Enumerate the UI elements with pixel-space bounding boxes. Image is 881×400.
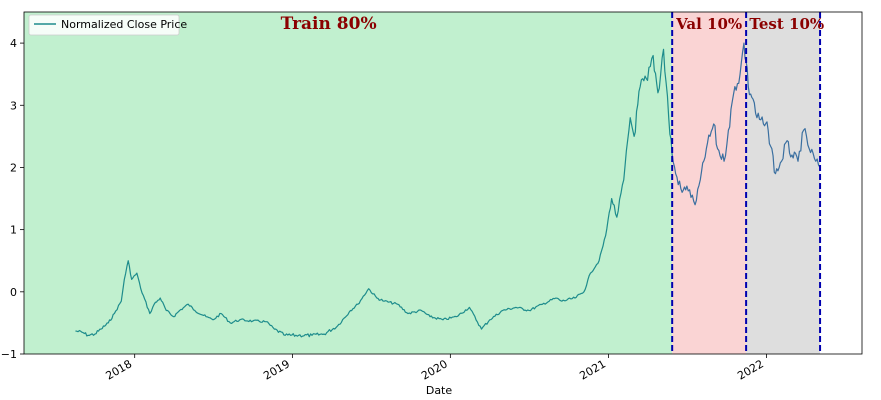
legend-box (28, 14, 180, 36)
x-tick-label: 2021 (577, 357, 608, 382)
legend-entry-label: Normalized Close Price (61, 18, 187, 31)
split-regions (24, 12, 821, 354)
region-label-2: Val 10% (675, 15, 742, 33)
y-tick-label: −1 (1, 348, 17, 361)
y-tick-label: 1 (10, 224, 17, 237)
region-label-1: Train 80% (281, 14, 377, 34)
x-axis-label: Date (426, 384, 453, 397)
legend: Normalized Close Price (28, 14, 187, 36)
y-tick-label: 3 (10, 99, 17, 112)
x-axis-ticks: 2018 2019 2020 2021 2022 (103, 354, 767, 383)
x-tick-label: 2018 (103, 357, 134, 382)
region-2 (672, 12, 747, 354)
x-tick-label: 2022 (735, 357, 766, 382)
y-tick-label: 4 (10, 37, 17, 50)
x-tick-label: 2019 (261, 357, 292, 382)
y-tick-label: 0 (10, 286, 17, 299)
plot-frame (23, 11, 863, 355)
y-tick-label: 2 (10, 161, 17, 174)
series-line-segment-1 (75, 48, 673, 338)
region-1 (24, 12, 673, 354)
split-lines (671, 12, 822, 354)
y-axis-ticks: −1 0 1 2 3 4 (1, 37, 24, 361)
region-3 (746, 12, 821, 354)
x-tick-label: 2020 (419, 357, 450, 382)
region-label-3: Test 10% (749, 15, 824, 33)
region-labels: Train 80% Val 10% Test 10% (281, 14, 824, 34)
